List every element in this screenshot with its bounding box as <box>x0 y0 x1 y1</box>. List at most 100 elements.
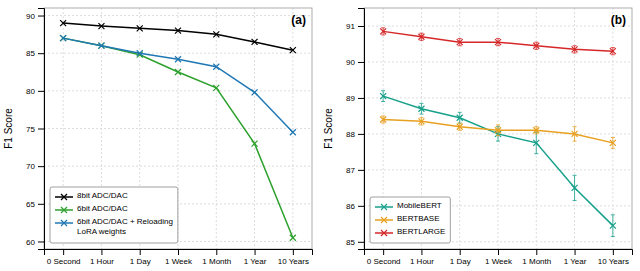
marker <box>290 47 296 53</box>
y-axis-title: F1 Score <box>3 108 14 149</box>
y-tick-mark <box>38 91 44 92</box>
series-line <box>383 96 613 225</box>
x-tick-mark <box>140 249 141 255</box>
series <box>60 35 296 135</box>
plot-area <box>380 28 616 237</box>
x-tick: 1 Year <box>244 249 267 266</box>
error-bar-cap <box>573 52 577 53</box>
marker <box>418 106 424 112</box>
y-tick-mark <box>358 242 364 243</box>
x-tick-mark <box>63 249 64 255</box>
marker <box>418 34 424 40</box>
y-tick-label: 70 <box>26 162 35 171</box>
legend-label-line: LoRA weights <box>77 227 126 236</box>
panel-title: (a) <box>291 13 306 27</box>
chart: 0 Second1 Hour1 Day1 Week1 Month1 Year10… <box>0 0 640 271</box>
y-tick-label: 85 <box>26 49 35 58</box>
error-bar-cap <box>381 123 385 124</box>
panel: 0 Second1 Hour1 Day1 Week1 Month1 Year10… <box>3 8 313 266</box>
series <box>380 28 616 55</box>
marker <box>457 124 463 130</box>
grid <box>364 8 632 249</box>
marker <box>495 127 501 133</box>
grid-line <box>459 8 460 249</box>
y-tick-mark <box>358 206 364 207</box>
error-bar-cap <box>534 49 538 50</box>
x-tick-mark <box>575 249 576 255</box>
x-tick-mark <box>421 249 422 255</box>
x-tick-mark <box>216 249 217 255</box>
series-line <box>383 120 613 143</box>
y-tick: 70 <box>26 162 44 171</box>
series <box>60 20 296 53</box>
y-tick-mark <box>358 98 364 99</box>
legend-label: MobileBERT <box>397 201 442 210</box>
series-line <box>63 38 293 132</box>
x-tick: 1 Week <box>485 249 513 266</box>
legend: MobileBERTBERTBASEBERTLARGE <box>370 197 450 243</box>
x-tick: 10 Years <box>278 249 309 266</box>
plot-frame <box>44 8 312 249</box>
legend: 8bit ADC/DAC6bit ADC/DAC6bit ADC/DAC + R… <box>50 187 178 243</box>
error-bar-cap <box>381 101 385 102</box>
x-tick-mark <box>293 249 294 255</box>
x-axis: 0 Second1 Hour1 Day1 Week1 Month1 Year10… <box>365 249 633 266</box>
marker <box>533 140 539 146</box>
y-tick: 89 <box>346 94 364 103</box>
y-tick: 87 <box>346 166 364 175</box>
x-axis-line <box>45 250 313 256</box>
marker <box>213 31 219 37</box>
grid-line <box>216 8 217 249</box>
error-bar-cap <box>534 133 538 134</box>
legend-label-line: 6bit ADC/DAC + Reloading <box>77 217 173 226</box>
y-tick: 80 <box>26 87 44 96</box>
x-tick-label: 1 Week <box>485 257 513 266</box>
y-tick: 65 <box>26 200 44 209</box>
marker <box>457 39 463 45</box>
error-bar-cap <box>534 42 538 43</box>
marker <box>610 48 616 54</box>
marker <box>495 39 501 45</box>
y-axis-line <box>38 9 45 250</box>
grid-line <box>44 90 312 91</box>
error-bar-cap <box>573 126 577 127</box>
x-tick: 1 Day <box>130 249 151 266</box>
marker <box>572 46 578 52</box>
x-axis-line <box>365 250 633 256</box>
error-bar-cap <box>534 126 538 127</box>
series-line <box>63 23 293 50</box>
x-axis: 0 Second1 Hour1 Day1 Week1 Month1 Year10… <box>45 249 313 266</box>
panel: 0 Second1 Hour1 Day1 Week1 Month1 Year10… <box>323 8 633 266</box>
x-tick-label: 1 Week <box>165 257 193 266</box>
y-tick-label: 75 <box>26 125 35 134</box>
marker <box>533 127 539 133</box>
y-tick-mark <box>358 62 364 63</box>
error-bar-cap <box>458 112 462 113</box>
legend-entry: BERTBASE <box>375 214 440 223</box>
error-bar-cap <box>611 54 615 55</box>
x-tick-mark <box>255 249 256 255</box>
grid-line <box>44 15 312 16</box>
marker <box>252 89 258 95</box>
error-bar-cap <box>496 141 500 142</box>
marker <box>137 50 143 56</box>
y-tick-label: 80 <box>26 87 35 96</box>
y-tick: 88 <box>346 130 364 139</box>
marker <box>418 118 424 124</box>
y-tick-label: 85 <box>346 238 355 247</box>
marker <box>252 39 258 45</box>
x-tick-label: 0 Second <box>47 257 81 266</box>
error-bar-cap <box>458 45 462 46</box>
y-tick-label: 86 <box>346 202 355 211</box>
x-tick: 1 Hour <box>410 249 434 266</box>
marker <box>175 69 181 75</box>
legend-box <box>370 197 450 243</box>
error-bar-cap <box>496 124 500 125</box>
y-tick-mark <box>38 129 44 130</box>
legend-label-line: 6bit ADC/DAC <box>77 204 128 213</box>
error-bar-cap <box>611 214 615 215</box>
legend-entry: 6bit ADC/DAC <box>55 204 128 213</box>
y-tick-label: 90 <box>26 12 35 21</box>
x-tick: 1 Hour <box>90 249 114 266</box>
x-tick-mark <box>383 249 384 255</box>
